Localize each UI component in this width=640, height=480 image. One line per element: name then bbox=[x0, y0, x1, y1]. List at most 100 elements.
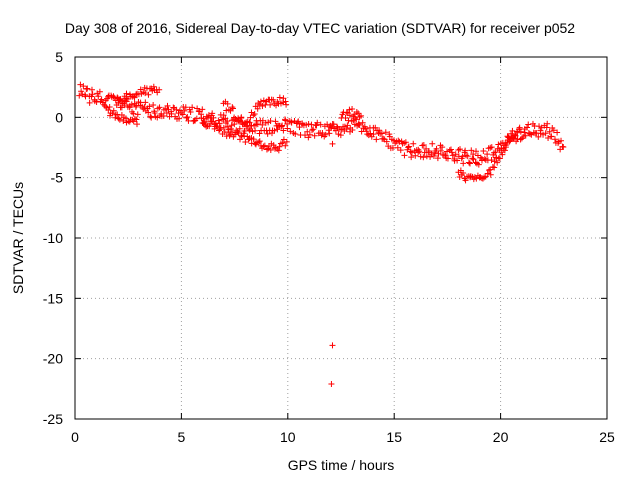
data-point bbox=[182, 104, 189, 111]
data-point bbox=[114, 94, 121, 101]
data-point bbox=[346, 112, 353, 119]
data-point bbox=[359, 119, 366, 126]
data-point bbox=[425, 148, 432, 155]
data-point bbox=[209, 118, 216, 125]
data-point bbox=[492, 149, 499, 156]
data-point bbox=[442, 152, 449, 159]
data-point bbox=[141, 104, 148, 111]
data-point bbox=[249, 128, 256, 135]
data-point bbox=[275, 147, 282, 154]
data-point bbox=[224, 100, 231, 107]
data-point bbox=[184, 113, 191, 120]
data-point bbox=[280, 95, 287, 102]
data-point bbox=[76, 92, 83, 99]
data-point bbox=[256, 130, 263, 137]
data-point bbox=[124, 95, 131, 102]
data-point bbox=[256, 101, 263, 108]
data-point bbox=[279, 139, 286, 146]
data-point bbox=[395, 137, 402, 144]
data-point bbox=[88, 86, 95, 93]
data-point bbox=[473, 148, 480, 155]
data-point bbox=[308, 127, 315, 134]
data-point bbox=[449, 152, 456, 159]
data-point bbox=[358, 128, 365, 135]
data-point bbox=[454, 157, 461, 164]
data-point bbox=[460, 170, 467, 177]
data-point bbox=[548, 133, 555, 140]
outlier-point bbox=[328, 381, 335, 388]
data-point bbox=[287, 128, 294, 135]
data-point bbox=[470, 151, 477, 158]
outlier-point bbox=[329, 342, 336, 349]
data-point bbox=[156, 104, 163, 111]
data-point bbox=[530, 129, 537, 136]
data-point bbox=[296, 124, 303, 131]
data-point bbox=[211, 125, 218, 132]
data-point bbox=[133, 116, 140, 123]
data-point bbox=[272, 118, 279, 125]
data-point bbox=[271, 127, 278, 134]
data-point bbox=[487, 171, 494, 178]
data-point bbox=[224, 123, 231, 130]
data-point bbox=[536, 123, 543, 130]
data-point bbox=[254, 121, 261, 128]
data-point bbox=[319, 129, 326, 136]
data-point bbox=[308, 121, 315, 128]
data-point bbox=[444, 148, 451, 155]
data-point bbox=[160, 113, 167, 120]
data-point bbox=[475, 161, 482, 168]
data-point bbox=[501, 147, 508, 154]
data-point bbox=[518, 135, 525, 142]
data-point bbox=[535, 133, 542, 140]
data-point bbox=[429, 140, 436, 147]
data-point bbox=[349, 106, 356, 113]
y-tick-label: -15 bbox=[43, 290, 63, 306]
data-point bbox=[79, 91, 86, 98]
data-point bbox=[304, 128, 311, 135]
data-point bbox=[133, 121, 140, 128]
data-point bbox=[106, 104, 113, 111]
data-point bbox=[352, 115, 359, 122]
data-point bbox=[370, 131, 377, 138]
data-point bbox=[231, 121, 238, 128]
data-point bbox=[181, 107, 188, 114]
data-point bbox=[257, 98, 264, 105]
data-point bbox=[527, 130, 534, 137]
data-point bbox=[259, 102, 266, 109]
data-point bbox=[89, 91, 96, 98]
data-point bbox=[386, 131, 393, 138]
data-point bbox=[408, 154, 415, 161]
data-point bbox=[337, 132, 344, 139]
data-point bbox=[401, 152, 408, 159]
data-point bbox=[142, 99, 149, 106]
data-point bbox=[284, 125, 291, 132]
data-point bbox=[469, 155, 476, 162]
data-point bbox=[200, 115, 207, 122]
data-point bbox=[560, 143, 567, 150]
data-point bbox=[402, 139, 409, 146]
data-point bbox=[234, 128, 241, 135]
data-point bbox=[517, 128, 524, 135]
data-point bbox=[512, 132, 519, 139]
data-point bbox=[545, 134, 552, 141]
data-point bbox=[238, 115, 245, 122]
data-point bbox=[430, 152, 437, 159]
data-point bbox=[452, 151, 459, 158]
data-point bbox=[491, 158, 498, 165]
data-point bbox=[179, 111, 186, 118]
data-point bbox=[412, 152, 419, 159]
data-point bbox=[546, 128, 553, 135]
data-point bbox=[383, 138, 390, 145]
data-point bbox=[477, 154, 484, 161]
data-point bbox=[255, 139, 262, 146]
data-point bbox=[105, 106, 112, 113]
data-point bbox=[554, 129, 561, 136]
data-point bbox=[466, 160, 473, 167]
data-point bbox=[313, 122, 320, 129]
data-point bbox=[317, 121, 324, 128]
y-tick-label: 0 bbox=[55, 109, 63, 125]
data-point bbox=[173, 106, 180, 113]
data-point bbox=[373, 136, 380, 143]
